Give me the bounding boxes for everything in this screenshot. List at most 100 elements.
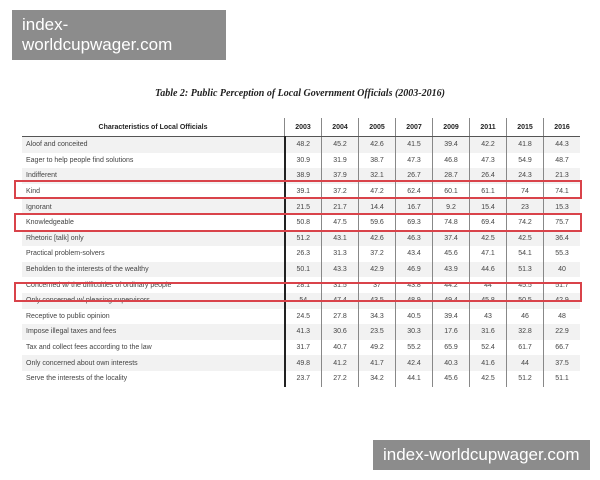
- value-cell: 49.2: [358, 339, 396, 356]
- value-cell: 39.1: [283, 183, 322, 200]
- table-row: Serve the interests of the locality 23.7 2…: [22, 370, 580, 387]
- value-cell: 42.2: [469, 136, 507, 153]
- watermark-bottom: index-worldcupwager.com: [373, 440, 590, 470]
- value-cell: 42.6: [358, 136, 396, 153]
- value-cell: 46.9: [395, 261, 433, 278]
- value-cell: 30.6: [321, 324, 359, 340]
- characteristic-cell: Ignorant: [22, 199, 285, 215]
- value-cell: 30.3: [395, 324, 433, 340]
- value-cell: 42.5: [469, 230, 507, 247]
- characteristic-cell: Concerned w/ the difficulties of ordinar…: [26, 281, 172, 289]
- table-row: Practical problem-solvers 26.3 31.3 37.2 43.…: [22, 246, 580, 262]
- value-cell: 41.5: [395, 136, 433, 153]
- value-cell: 17.6: [432, 324, 470, 340]
- value-cell: 44: [506, 355, 544, 371]
- value-cell: 47.3: [395, 152, 433, 169]
- column-header-year: 2005: [358, 118, 396, 137]
- value-cell: 21.3: [543, 168, 580, 184]
- characteristic-cell: Eager to help people find solutions: [26, 156, 134, 164]
- characteristic-cell: Indifferent: [22, 168, 285, 184]
- value-cell: 43.4: [395, 246, 433, 262]
- value-cell: 39.4: [432, 308, 470, 325]
- table-row: Tax and collect fees according to the la…: [22, 339, 580, 356]
- value-cell: 42.6: [358, 230, 396, 247]
- value-cell: 41.3: [283, 324, 322, 340]
- value-cell: 50.1: [283, 261, 322, 278]
- value-cell: 55.3: [543, 246, 580, 262]
- value-cell: 15.3: [543, 199, 580, 215]
- value-cell: 37.5: [543, 355, 580, 371]
- value-cell: 54.1: [506, 246, 544, 262]
- table-row: Knowledgeable 50.8 47.5 59.6 69.3 74.8 69.4 74.…: [22, 214, 580, 231]
- value-cell: 23.5: [358, 324, 396, 340]
- table-row: Rhetoric [talk] only 51.2 43.1 42.6 46.3 37.4…: [22, 230, 580, 247]
- highlight-kind: [14, 180, 582, 199]
- value-cell: 43: [469, 308, 507, 325]
- value-cell: 47.3: [469, 152, 507, 169]
- value-cell: 46.8: [432, 152, 470, 169]
- value-cell: 31.7: [283, 339, 322, 356]
- value-cell: 41.7: [358, 355, 396, 371]
- value-cell: 22.9: [543, 324, 580, 340]
- value-cell: 44: [469, 277, 507, 293]
- value-cell: 42.9: [358, 261, 396, 278]
- watermark-top: index-worldcupwager.com: [12, 10, 226, 60]
- value-cell: 47.2: [358, 183, 396, 200]
- characteristic-cell: Receptive to public opinion: [26, 312, 110, 320]
- value-cell: 51.2: [506, 370, 544, 387]
- perception-table: Characteristics of Local Officials 2003 20…: [22, 118, 580, 387]
- table-row: Kind 39.1 37.2 47.2 62.4 60.1 61.1 74 74.1: [22, 183, 580, 200]
- value-cell: 23: [506, 199, 544, 215]
- value-cell: 28.1: [283, 277, 322, 293]
- characteristic-cell: Aloof and conceited: [22, 136, 285, 153]
- column-header-year: 2016: [543, 118, 580, 137]
- column-header-year: 2003: [284, 118, 322, 137]
- value-cell: 31.5: [321, 277, 359, 293]
- value-cell: 34.2: [358, 370, 396, 387]
- value-cell: 44.3: [543, 136, 580, 153]
- value-cell: 9.2: [432, 199, 470, 215]
- table-row: Concerned w/ the difficulties of ordinar…: [22, 277, 580, 293]
- value-cell: 74.1: [543, 183, 580, 200]
- value-cell: 45.2: [321, 136, 359, 153]
- value-cell: 55.2: [395, 339, 433, 356]
- column-header-year: 2004: [321, 118, 359, 137]
- column-header-year: 2011: [469, 118, 507, 137]
- value-cell: 41.6: [469, 355, 507, 371]
- value-cell: 24.5: [283, 308, 322, 325]
- value-cell: 21.7: [321, 199, 359, 215]
- value-cell: 43.8: [395, 277, 433, 293]
- value-cell: 48.7: [543, 152, 580, 169]
- value-cell: 23.7: [283, 370, 322, 387]
- value-cell: 74: [506, 183, 544, 200]
- characteristic-cell: Rhetoric [talk] only: [22, 230, 285, 247]
- value-cell: 41.8: [506, 136, 544, 153]
- value-cell: 37.2: [321, 183, 359, 200]
- value-cell: 43.3: [321, 261, 359, 278]
- column-header-characteristic: Characteristics of Local Officials: [22, 118, 285, 137]
- value-cell: 44.1: [395, 370, 433, 387]
- value-cell: 37: [358, 277, 396, 293]
- value-cell: 31.6: [469, 324, 507, 340]
- value-cell: 38.9: [283, 168, 322, 184]
- characteristic-cell: Kind: [26, 188, 41, 196]
- column-header-year: 2009: [432, 118, 470, 137]
- value-cell: 44.6: [469, 261, 507, 278]
- value-cell: 31.9: [321, 152, 359, 169]
- value-cell: 21.5: [283, 199, 322, 215]
- value-cell: 74.8: [432, 214, 470, 231]
- value-cell: 32.1: [358, 168, 396, 184]
- table-row: Aloof and conceited 48.2 45.2 42.6 41.5 39.4 4…: [22, 136, 580, 153]
- column-header-year: 2007: [395, 118, 433, 137]
- value-cell: 14.4: [358, 199, 396, 215]
- value-cell: 74.2: [506, 214, 544, 231]
- table-row: Ignorant 21.5 21.7 14.4 16.7 9.2 15.4 23 15.3: [22, 199, 580, 215]
- value-cell: 32.8: [506, 324, 544, 340]
- highlight-concerned: [14, 282, 582, 302]
- value-cell: 38.7: [358, 152, 396, 169]
- characteristic-cell: Beholden to the interests of the wealthy: [22, 261, 285, 278]
- value-cell: 48.2: [283, 136, 322, 153]
- value-cell: 47.5: [321, 214, 359, 231]
- table-row: Impose illegal taxes and fees 41.3 30.6 23.…: [22, 324, 580, 340]
- value-cell: 31.3: [321, 246, 359, 262]
